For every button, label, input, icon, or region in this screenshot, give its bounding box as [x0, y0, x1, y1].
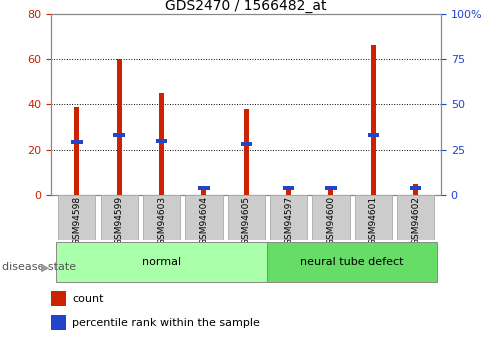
Bar [410, 186, 421, 190]
Text: disease state: disease state [2, 263, 76, 272]
Text: ▶: ▶ [41, 263, 49, 272]
Text: GSM94597: GSM94597 [284, 196, 293, 245]
Text: neural tube defect: neural tube defect [300, 257, 404, 267]
Bar [114, 133, 125, 137]
FancyBboxPatch shape [143, 195, 180, 240]
Text: GSM94605: GSM94605 [242, 196, 251, 245]
FancyBboxPatch shape [58, 195, 96, 240]
FancyBboxPatch shape [100, 195, 138, 240]
Bar [51, 291, 66, 306]
Text: GSM94602: GSM94602 [411, 196, 420, 245]
FancyBboxPatch shape [312, 195, 349, 240]
Bar [244, 109, 249, 195]
Bar [71, 140, 83, 145]
Title: GDS2470 / 1566482_at: GDS2470 / 1566482_at [166, 0, 327, 13]
Bar [51, 315, 66, 330]
FancyBboxPatch shape [56, 242, 268, 282]
Bar [74, 107, 79, 195]
Bar [159, 93, 164, 195]
Bar [117, 59, 122, 195]
FancyBboxPatch shape [270, 195, 307, 240]
FancyBboxPatch shape [227, 195, 265, 240]
Text: percentile rank within the sample: percentile rank within the sample [73, 318, 260, 328]
Bar [286, 188, 291, 195]
Bar [283, 186, 294, 190]
Text: GSM94603: GSM94603 [157, 196, 166, 245]
Bar [368, 133, 379, 137]
Bar [241, 142, 252, 146]
Bar [325, 186, 337, 190]
Bar [413, 184, 418, 195]
FancyBboxPatch shape [355, 195, 392, 240]
Text: GSM94598: GSM94598 [73, 196, 81, 245]
Text: GSM94604: GSM94604 [199, 196, 208, 245]
Text: GSM94599: GSM94599 [115, 196, 123, 245]
Bar [371, 46, 376, 195]
Text: normal: normal [142, 257, 181, 267]
Bar [156, 139, 167, 142]
Bar [328, 188, 334, 195]
Text: GSM94601: GSM94601 [369, 196, 378, 245]
Bar [198, 186, 210, 190]
FancyBboxPatch shape [268, 242, 437, 282]
FancyBboxPatch shape [185, 195, 222, 240]
FancyBboxPatch shape [397, 195, 434, 240]
Text: count: count [73, 294, 104, 304]
Bar [201, 188, 206, 195]
Text: GSM94600: GSM94600 [326, 196, 336, 245]
